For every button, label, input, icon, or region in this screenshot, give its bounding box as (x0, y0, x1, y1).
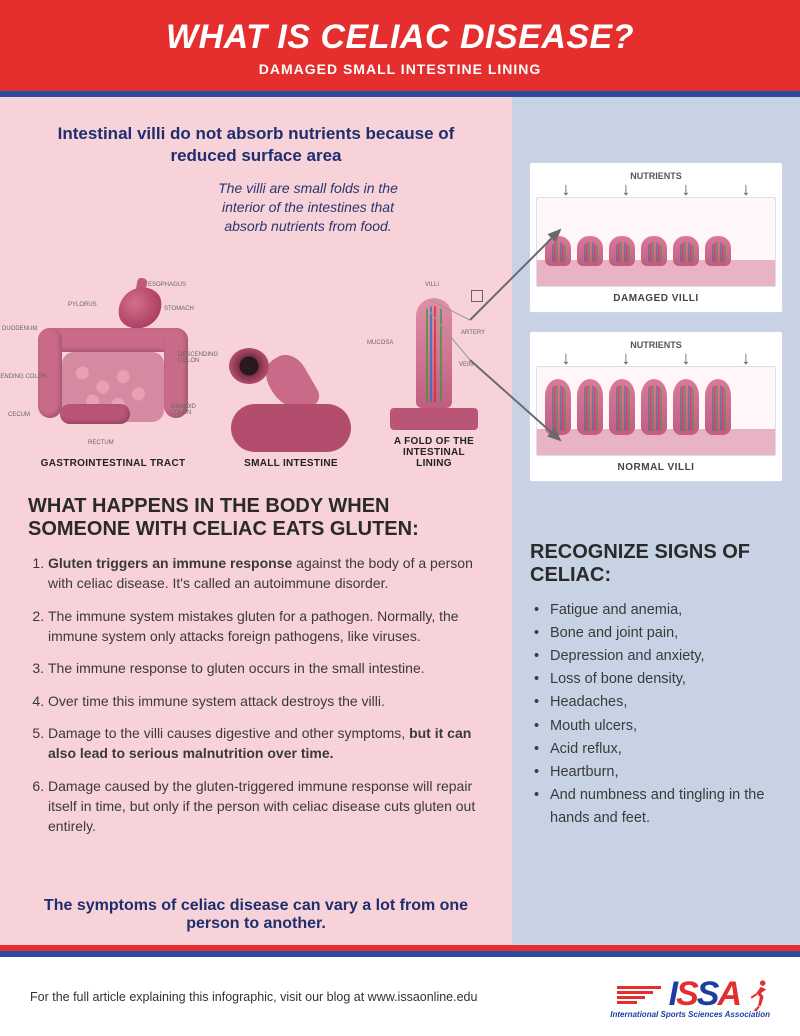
small-intestine-illustration (231, 342, 351, 452)
sign-item: Mouth ulcers, (534, 715, 782, 738)
step-item: Gluten triggers an immune response again… (48, 553, 484, 594)
sign-item: Heartburn, (534, 761, 782, 784)
nutrients-label: NUTRIENTS (536, 340, 776, 350)
step-strong: Gluten triggers an immune response (48, 555, 292, 571)
villi-note: The villi are small folds in the interio… (208, 179, 408, 236)
header-accent-bar (0, 91, 800, 97)
diagram-small-intestine: SMALL INTESTINE (231, 342, 351, 469)
step-item: Damage caused by the gluten-triggered im… (48, 776, 484, 837)
step-item: Over time this immune system attack dest… (48, 691, 484, 711)
nutrient-arrows-icon: ↓↓↓↓ (536, 184, 776, 195)
runner-icon (748, 978, 770, 1012)
gi-tract-illustration: ESOPHAGUS PYLORUS STOMACH DUODENUM ASCEN… (28, 282, 198, 452)
diagram-fold: VILLI MUCOSA ARTERY VEIN A FOLD OF THE I… (384, 280, 484, 469)
diagram-label: A FOLD OF THE INTESTINAL LINING (384, 436, 484, 469)
logo-stripes-icon (617, 986, 661, 1004)
gi-label: DUODENUM (2, 326, 37, 332)
sign-item: And numbness and tingling in the hands a… (534, 784, 782, 830)
gi-label: CECUM (8, 412, 30, 418)
diagram-row: The villi are small folds in the interio… (28, 179, 484, 469)
sign-item: Fatigue and anemia, (534, 599, 782, 622)
gi-label: PYLORUS (68, 302, 97, 308)
fold-label: MUCOSA (367, 340, 393, 346)
sign-item: Bone and joint pain, (534, 622, 782, 645)
step-item: Damage to the villi causes digestive and… (48, 723, 484, 764)
steps-list: Gluten triggers an immune response again… (28, 553, 484, 848)
normal-villi-illustration (536, 366, 776, 456)
step-text: Damage to the villi causes digestive and… (48, 725, 409, 741)
sign-item: Acid reflux, (534, 738, 782, 761)
gi-label: RECTUM (88, 440, 114, 446)
step-text: Damage caused by the gluten-triggered im… (48, 778, 475, 835)
content: Intestinal villi do not absorb nutrients… (0, 97, 800, 945)
fold-label: ARTERY (461, 330, 485, 336)
step-item: The immune response to gluten occurs in … (48, 658, 484, 678)
signs-list: Fatigue and anemia, Bone and joint pain,… (530, 599, 782, 831)
intro-text: Intestinal villi do not absorb nutrients… (28, 115, 484, 179)
nutrients-label: NUTRIENTS (536, 171, 776, 181)
left-column: Intestinal villi do not absorb nutrients… (0, 97, 512, 945)
gi-label: STOMACH (164, 306, 194, 312)
nutrient-arrows-icon: ↓↓↓↓ (536, 353, 776, 364)
page-subtitle: DAMAGED SMALL INTESTINE LINING (20, 61, 780, 77)
fold-illustration: VILLI MUCOSA ARTERY VEIN (389, 280, 479, 430)
diagram-gi-tract: ESOPHAGUS PYLORUS STOMACH DUODENUM ASCEN… (28, 282, 198, 469)
step-text: The immune system mistakes gluten for a … (48, 608, 459, 644)
gi-label: ASCENDING COLON (0, 374, 47, 380)
step-item: The immune system mistakes gluten for a … (48, 606, 484, 647)
sign-item: Loss of bone density, (534, 668, 782, 691)
logo-subtext: International Sports Sciences Associatio… (610, 1010, 770, 1019)
step-text: Over time this immune system attack dest… (48, 693, 385, 709)
logo-text: ISSA (669, 975, 740, 1014)
step-text: The immune response to gluten occurs in … (48, 660, 425, 676)
gi-label: SIGMOID COLON (170, 404, 198, 416)
issa-logo: ISSA International Sports Sciences Assoc… (610, 975, 770, 1019)
page-title: WHAT IS CELIAC DISEASE? (20, 18, 780, 57)
gi-label: ESOPHAGUS (148, 282, 186, 288)
diagram-label: GASTROINTESTINAL TRACT (41, 458, 186, 469)
fold-callout-icon (471, 290, 483, 302)
fold-label: VEIN (459, 362, 473, 368)
damaged-villi-illustration (536, 197, 776, 287)
gi-label: DESCENDING COLON (178, 352, 218, 364)
right-section-heading: RECOGNIZE SIGNS OF CELIAC: (530, 541, 782, 587)
fold-label: VILLI (425, 282, 439, 288)
sign-item: Depression and anxiety, (534, 645, 782, 668)
damaged-villi-caption: DAMAGED VILLI (536, 293, 776, 304)
sign-item: Headaches, (534, 691, 782, 714)
right-column: NUTRIENTS ↓↓↓↓ DAMAGED VILLI NUTRIENTS ↓… (512, 97, 800, 945)
footer-note: The symptoms of celiac disease can vary … (28, 897, 484, 933)
damaged-villi-panel: NUTRIENTS ↓↓↓↓ DAMAGED VILLI (530, 163, 782, 312)
left-section-heading: WHAT HAPPENS IN THE BODY WHEN SOMEONE WI… (28, 495, 484, 541)
header-main: WHAT IS CELIAC DISEASE? DAMAGED SMALL IN… (0, 0, 800, 91)
header: WHAT IS CELIAC DISEASE? DAMAGED SMALL IN… (0, 0, 800, 97)
normal-villi-panel: NUTRIENTS ↓↓↓↓ NORMAL VILLI (530, 332, 782, 481)
normal-villi-caption: NORMAL VILLI (536, 462, 776, 473)
footer-text: For the full article explaining this inf… (30, 990, 477, 1004)
diagram-label: SMALL INTESTINE (244, 458, 338, 469)
footer: For the full article explaining this inf… (0, 957, 800, 1019)
